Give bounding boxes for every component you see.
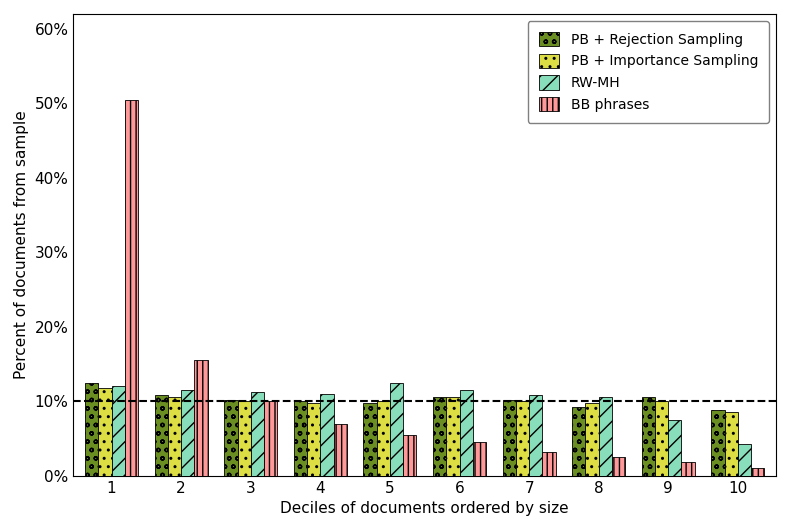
Bar xyxy=(307,403,320,476)
Bar xyxy=(390,383,403,476)
Bar xyxy=(294,401,307,476)
Legend: PB + Rejection Sampling, PB + Importance Sampling, RW-MH, BB phrases: PB + Rejection Sampling, PB + Importance… xyxy=(528,21,769,123)
Bar xyxy=(333,423,347,476)
Bar xyxy=(264,401,277,476)
Bar xyxy=(433,398,446,476)
Bar xyxy=(446,398,460,476)
Bar xyxy=(599,398,612,476)
Bar xyxy=(85,383,99,476)
Bar xyxy=(612,457,625,476)
Bar xyxy=(403,435,416,476)
Bar xyxy=(320,394,333,476)
Bar xyxy=(751,468,764,476)
Bar xyxy=(155,395,168,476)
Bar xyxy=(516,401,529,476)
Bar xyxy=(738,445,751,476)
Bar xyxy=(668,420,682,476)
Bar xyxy=(572,407,585,476)
Bar xyxy=(460,390,472,476)
Bar xyxy=(125,100,138,476)
Bar xyxy=(542,452,555,476)
Bar xyxy=(238,401,250,476)
Bar xyxy=(472,442,486,476)
Bar xyxy=(712,410,724,476)
Bar xyxy=(181,390,194,476)
Bar xyxy=(224,400,238,476)
Bar xyxy=(194,360,208,476)
Bar xyxy=(641,398,655,476)
Bar xyxy=(682,462,694,476)
Bar xyxy=(724,412,738,476)
Y-axis label: Percent of documents from sample: Percent of documents from sample xyxy=(14,110,29,379)
X-axis label: Deciles of documents ordered by size: Deciles of documents ordered by size xyxy=(280,501,569,516)
Bar xyxy=(250,392,264,476)
Bar xyxy=(585,403,599,476)
Bar xyxy=(377,401,390,476)
Bar xyxy=(363,403,377,476)
Bar xyxy=(168,398,181,476)
Bar xyxy=(502,400,516,476)
Bar xyxy=(655,401,668,476)
Bar xyxy=(529,395,542,476)
Bar xyxy=(111,386,125,476)
Bar xyxy=(99,388,111,476)
